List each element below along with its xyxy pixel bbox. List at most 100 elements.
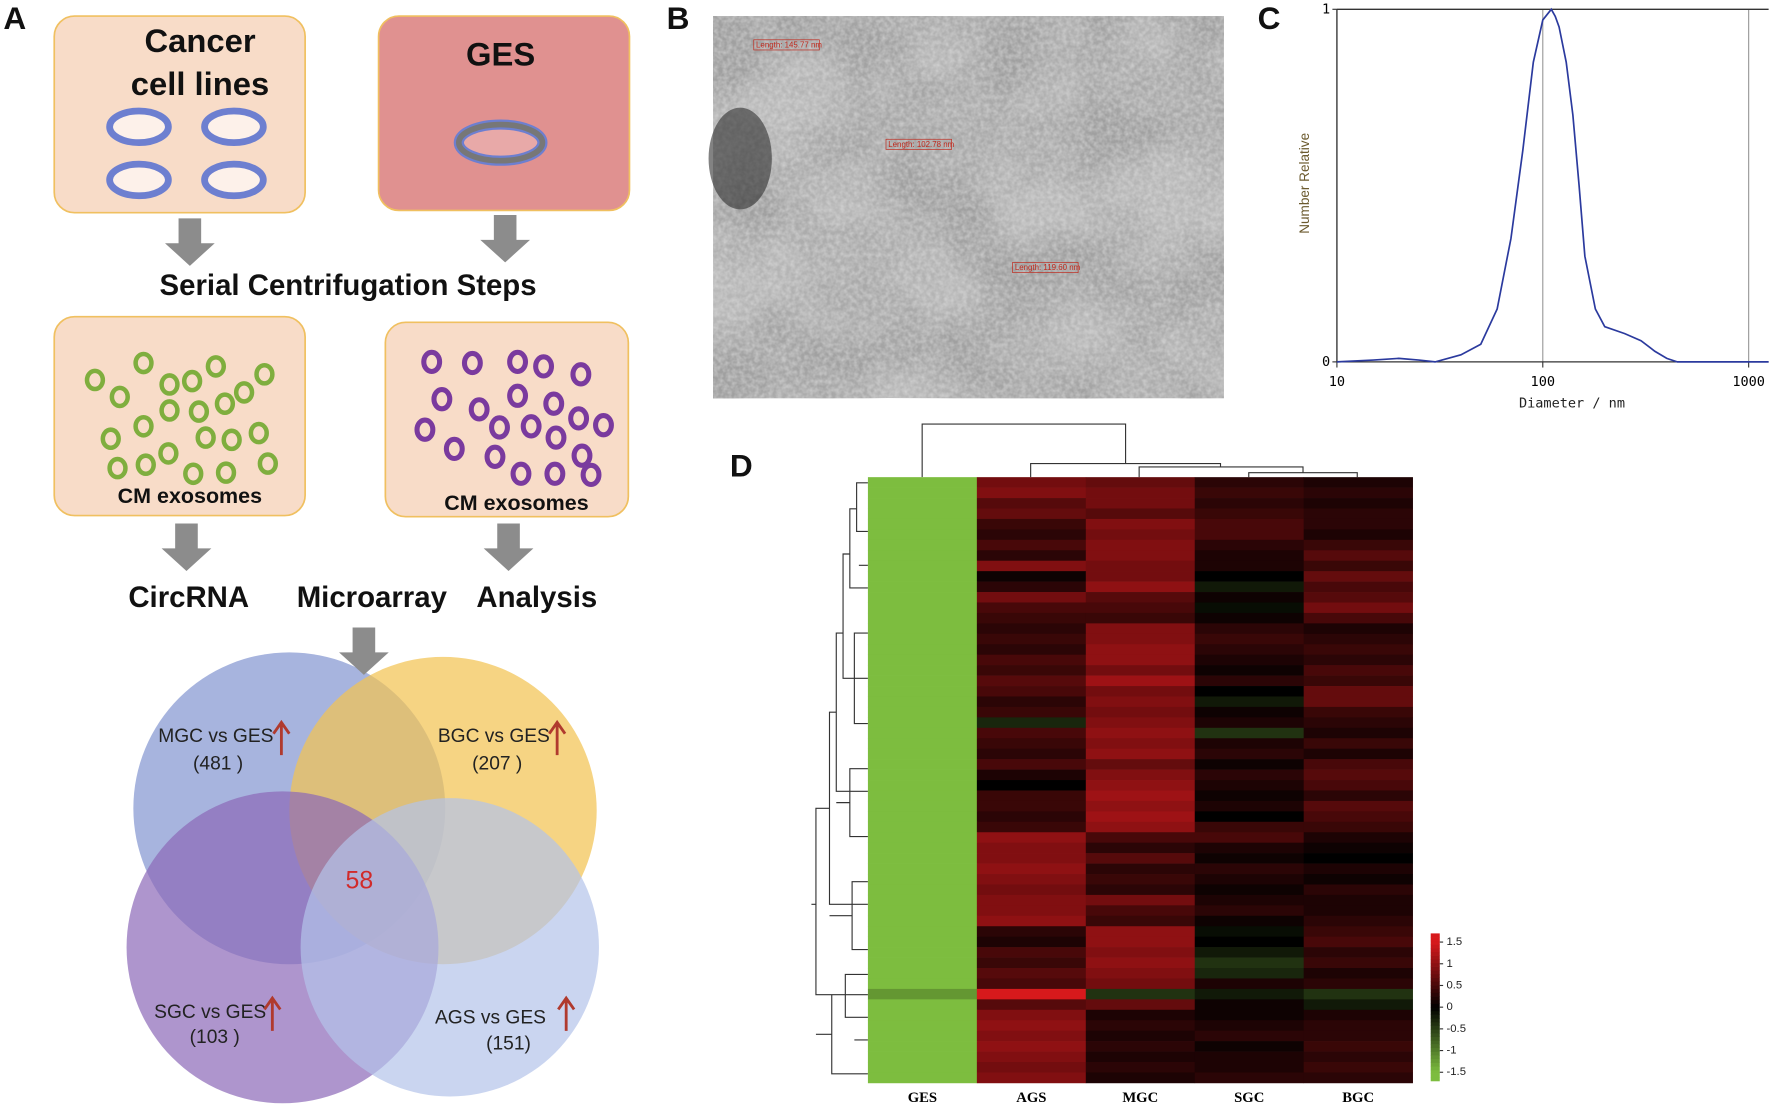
heatmap-cell <box>1303 602 1413 614</box>
heatmap-cell <box>1194 686 1305 697</box>
exosome <box>510 461 532 486</box>
heatmap-cell <box>867 477 978 488</box>
colorbar-step <box>1430 1051 1440 1056</box>
heatmap-cell <box>1194 1030 1305 1042</box>
colorbar-step <box>1430 999 1440 1004</box>
heatmap-cell <box>867 1009 978 1021</box>
colorbar-step <box>1430 988 1440 993</box>
heatmap-cell <box>1194 978 1305 990</box>
heatmap-cell <box>867 999 978 1011</box>
heatmap-cell <box>1194 811 1305 823</box>
exosome <box>158 442 179 465</box>
heatmap-cell <box>1085 842 1196 854</box>
heatmap-cell <box>1085 884 1196 896</box>
measurement: Length: 119.60 nm <box>1015 263 1081 272</box>
heatmap-cell <box>1085 936 1196 948</box>
heatmap-cell <box>1085 612 1196 624</box>
exosome <box>414 417 436 442</box>
heatmap-cell <box>867 571 978 582</box>
heatmap-cell <box>867 842 978 854</box>
exosome <box>214 392 236 415</box>
colorbar-step <box>1430 977 1440 982</box>
y-tick-label: 0 <box>1322 354 1330 370</box>
heatmap-cell <box>867 790 978 802</box>
venn-count: (481 ) <box>193 753 243 774</box>
colorbar-step <box>1430 962 1440 967</box>
heatmap-cell <box>976 811 1087 823</box>
exosome <box>533 354 555 379</box>
exosome <box>84 368 106 392</box>
exosome <box>443 436 465 462</box>
heatmap-cell <box>867 832 978 844</box>
colorbar-step <box>1430 973 1440 979</box>
heatmap-cell <box>976 988 1087 1000</box>
heatmap-cell <box>976 706 1087 718</box>
heatmap-cell <box>867 686 978 697</box>
heatmap-cell <box>976 832 1087 844</box>
exosome <box>484 444 506 469</box>
arrow <box>164 218 215 266</box>
heatmap-cell <box>1194 696 1305 708</box>
heatmap-cell <box>1194 727 1305 739</box>
heatmap-cell <box>976 947 1087 958</box>
colorbar-step <box>1430 1021 1440 1026</box>
box-title: cell lines <box>131 65 269 102</box>
heatmap-cell <box>1303 644 1413 656</box>
heatmap-cell <box>1085 957 1196 969</box>
heatmap-cell <box>1194 529 1305 541</box>
heatmap-cell <box>867 936 978 948</box>
venn-set: AGS vs GES <box>435 1008 546 1029</box>
heatmap-cell <box>1194 592 1305 603</box>
exosome <box>109 385 130 409</box>
heatmap-cell <box>1085 592 1196 603</box>
heatmap-cell <box>1303 717 1413 729</box>
heatmap-cell <box>1194 915 1305 927</box>
y-tick-label: 1 <box>1322 1 1330 17</box>
heatmap-cell <box>976 487 1087 499</box>
exosome <box>135 453 156 477</box>
colorbar-step <box>1430 933 1440 938</box>
heatmap-cell <box>1194 560 1305 572</box>
heatmap-cell <box>1194 1072 1305 1084</box>
heatmap-cell <box>1194 874 1305 885</box>
colorbar-step <box>1430 1025 1440 1030</box>
heatmap-cell <box>1194 1041 1305 1052</box>
step-label: Serial Centrifugation Steps <box>160 269 537 302</box>
heatmap-cell <box>867 1020 978 1032</box>
heatmap-cell <box>976 477 1087 488</box>
exosome <box>431 387 453 412</box>
venn-count: (103 ) <box>190 1027 240 1048</box>
heatmap-cell <box>976 926 1087 938</box>
heatmap-cell <box>1194 1051 1305 1063</box>
heatmap-cell <box>867 665 978 676</box>
heatmap-cell <box>976 769 1087 781</box>
colorbar-label: -1 <box>1447 1045 1457 1057</box>
heatmap-cell <box>1085 947 1196 958</box>
heatmap-cell <box>1303 936 1413 948</box>
colorbar-step <box>1430 1036 1440 1041</box>
heatmap-cell <box>1303 675 1413 687</box>
heatmap-cell <box>1194 675 1305 687</box>
heatmap-cell <box>1194 498 1305 509</box>
heatmap-cell <box>867 560 978 572</box>
heatmap-cell <box>1085 665 1196 676</box>
heatmap-cell <box>976 654 1087 666</box>
heatmap-cell <box>1303 592 1413 603</box>
heatmap-cell <box>1303 947 1413 958</box>
heatmap-cell <box>1303 706 1413 718</box>
heatmap-cell <box>1085 696 1196 708</box>
exosome <box>195 426 216 449</box>
colorbar-step <box>1430 1032 1440 1038</box>
colorbar-step <box>1430 1058 1440 1063</box>
heatmap-cell <box>1303 654 1413 666</box>
heatmap-cell <box>867 769 978 781</box>
heatmap-cell <box>1303 790 1413 802</box>
heatmap-cell <box>976 623 1087 635</box>
heatmap-cell <box>1085 769 1196 781</box>
heatmap-cell <box>976 1030 1087 1042</box>
heatmap-cell <box>867 759 978 770</box>
heatmap-cell <box>976 748 1087 760</box>
heatmap-cell <box>1085 706 1196 718</box>
